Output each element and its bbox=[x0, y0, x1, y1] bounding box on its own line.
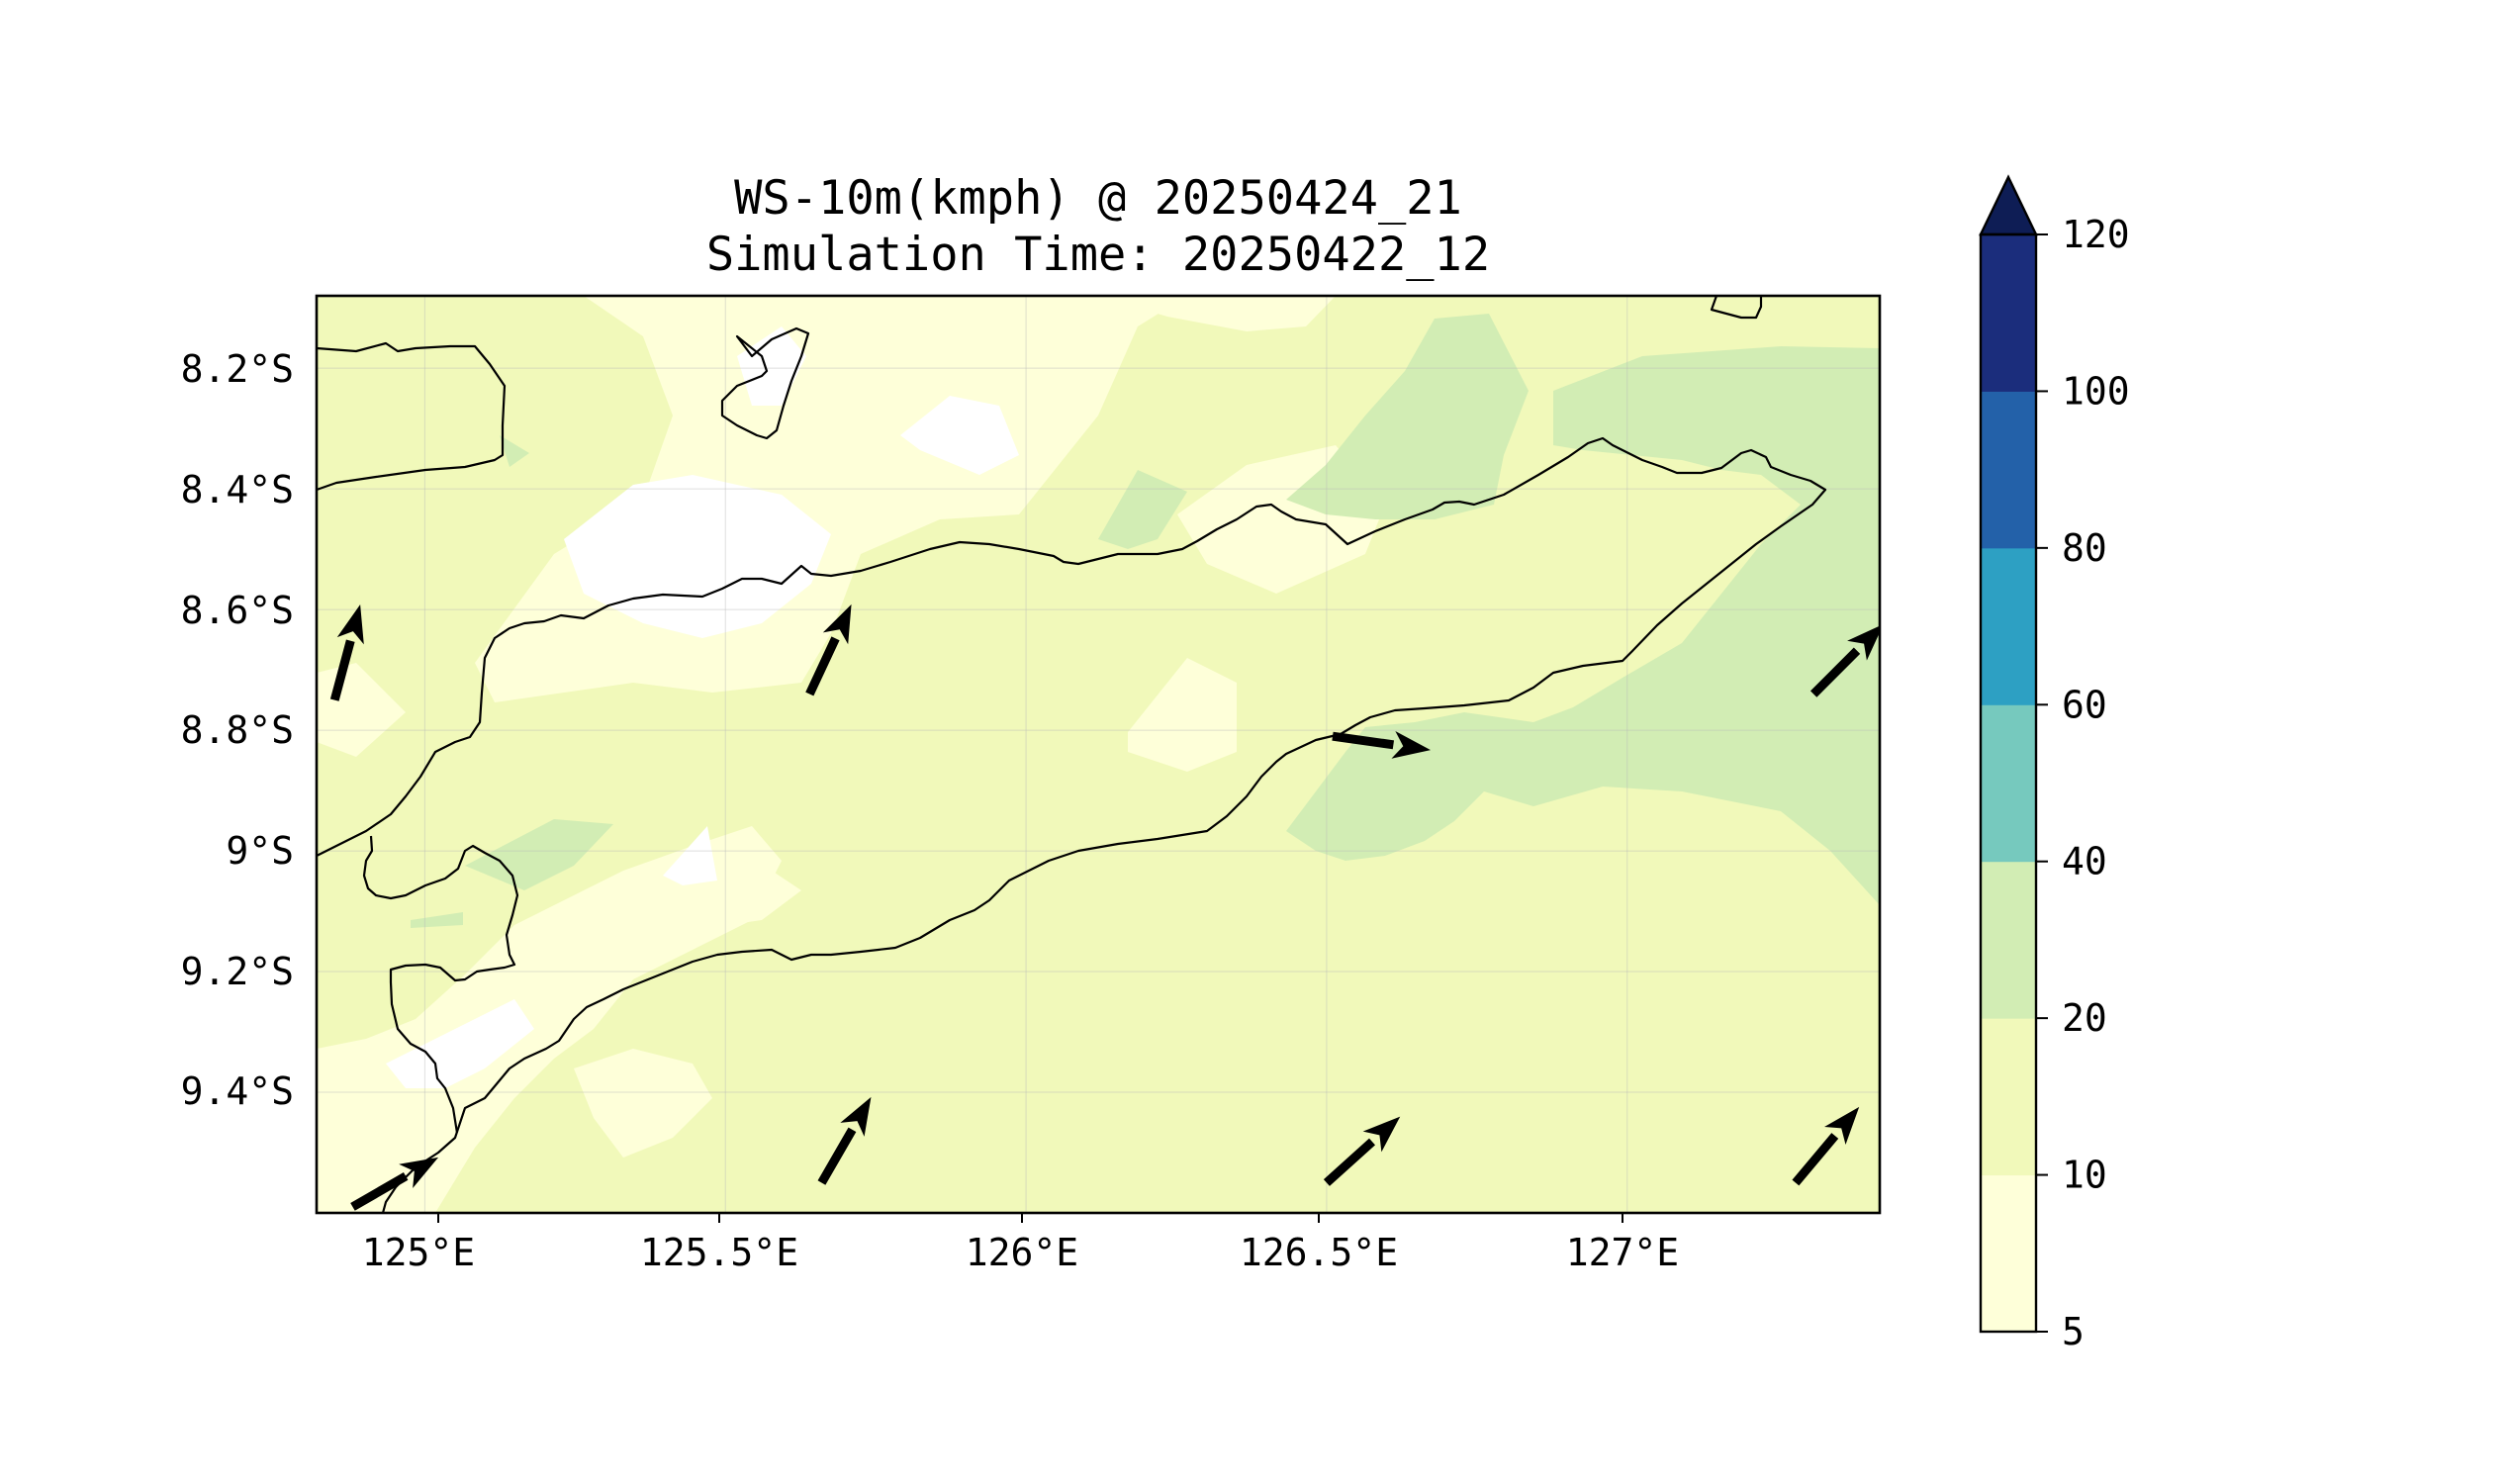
lat-tick-label-6: 9.2°S bbox=[181, 950, 294, 993]
coastline-timor-north bbox=[317, 436, 1827, 1213]
wind-vector-5 bbox=[1809, 625, 1880, 697]
lat-tick-label-2: 8.4°S bbox=[181, 468, 294, 511]
coastline-timor-west-border bbox=[362, 835, 519, 1134]
colorbar-tick-label-1: 5 bbox=[2062, 1310, 2085, 1353]
lat-tick-label-4: 8.8°S bbox=[181, 708, 294, 752]
colorbar-frame bbox=[1979, 232, 2038, 1334]
wind-vectors bbox=[329, 603, 1880, 1211]
wind-vector-7 bbox=[329, 604, 364, 701]
colorbar-tick-label-6: 80 bbox=[2062, 526, 2107, 570]
wind-speed-20-40-zones bbox=[411, 314, 1880, 928]
colorbar-tick-label-3: 20 bbox=[2062, 996, 2107, 1040]
wind-vector-4 bbox=[1323, 1116, 1401, 1186]
colorbar-segment-2 bbox=[1981, 1018, 2036, 1176]
map-title-line2: Simulation Time: 20250422_12 bbox=[706, 228, 1490, 282]
colorbar-extend-arrow bbox=[1979, 174, 2038, 236]
map-frame bbox=[315, 294, 1882, 1215]
wind-vector-1 bbox=[805, 603, 852, 696]
lon-tick-label-3: 126°E bbox=[966, 1231, 1078, 1274]
colorbar: 5 10 20 40 60 80 100 120 bbox=[1979, 174, 2130, 1353]
coastline-atauro-islet bbox=[1710, 296, 1763, 320]
map-gridlines bbox=[317, 296, 1880, 1213]
colorbar-segment-5 bbox=[1981, 547, 2036, 705]
colorbar-segment-3 bbox=[1981, 861, 2036, 1019]
lon-tick-label-1: 125°E bbox=[362, 1231, 475, 1274]
wind-vector-3 bbox=[1332, 730, 1432, 759]
coastlines bbox=[317, 296, 1827, 1213]
longitude-tick-group: 125°E 125.5°E 126°E 126.5°E 127°E bbox=[362, 1213, 1679, 1274]
lon-tick-label-4: 126.5°E bbox=[1240, 1231, 1398, 1274]
lat-tick-label-5: 9°S bbox=[226, 829, 294, 873]
coastline-small-islet-north bbox=[720, 326, 810, 440]
lon-tick-label-5: 127°E bbox=[1566, 1231, 1679, 1274]
map-plot-area[interactable] bbox=[317, 296, 1884, 1213]
colorbar-segment-4 bbox=[1981, 704, 2036, 863]
map-title-line1: WS-10m(kmph) @ 20250424_21 bbox=[734, 171, 1462, 226]
colorbar-segment-7 bbox=[1981, 234, 2036, 392]
colorbar-tick-label-4: 40 bbox=[2062, 840, 2107, 883]
wind-vector-8 bbox=[350, 1157, 439, 1211]
colorbar-tick-label-8: 120 bbox=[2062, 213, 2130, 256]
lat-tick-label-1: 8.2°S bbox=[181, 347, 294, 391]
latitude-tick-group: 8.2°S 8.4°S 8.6°S 8.8°S 9°S 9.2°S 9.4°S bbox=[181, 347, 294, 1113]
wind-vector-2 bbox=[817, 1096, 872, 1185]
colorbar-segment-6 bbox=[1981, 391, 2036, 549]
wind-vector-6 bbox=[1792, 1106, 1860, 1186]
colorbar-tick-label-2: 10 bbox=[2062, 1154, 2107, 1197]
colorbar-tick-label-5: 60 bbox=[2062, 683, 2107, 726]
lat-tick-label-7: 9.4°S bbox=[181, 1069, 294, 1113]
colorbar-tick-label-7: 100 bbox=[2062, 369, 2130, 413]
coastline-alor-island bbox=[317, 341, 507, 492]
lon-tick-label-2: 125.5°E bbox=[640, 1231, 798, 1274]
colorbar-segment-1 bbox=[1981, 1174, 2036, 1333]
lat-tick-label-3: 8.6°S bbox=[181, 589, 294, 632]
